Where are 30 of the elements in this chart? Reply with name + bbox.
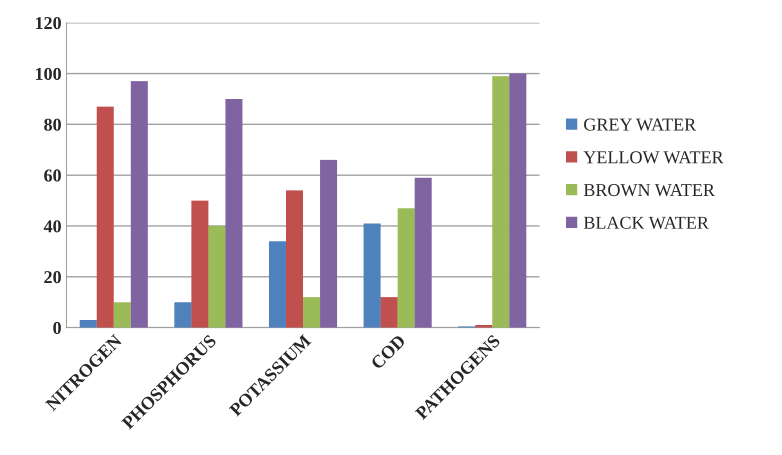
y-tick-label: 20	[44, 271, 61, 284]
legend-label: YELLOW WATER	[584, 151, 724, 164]
bar	[114, 302, 131, 328]
bar	[492, 76, 510, 328]
y-tick-label: 60	[44, 169, 61, 182]
bar	[174, 302, 192, 328]
bar	[475, 325, 492, 328]
bar	[208, 226, 226, 328]
bar	[380, 297, 398, 328]
bar	[286, 190, 304, 328]
bar	[225, 98, 242, 328]
y-tick-label: 100	[36, 68, 61, 80]
y-tick-label: 80	[44, 118, 61, 131]
bar	[398, 208, 415, 328]
bar	[320, 160, 338, 328]
bar	[364, 223, 381, 328]
bar	[96, 106, 114, 328]
legend-label: BROWN WATER	[584, 184, 715, 196]
bar	[509, 74, 526, 328]
bar	[80, 320, 97, 328]
legend-label: BLACK WATER	[584, 216, 709, 229]
bar	[191, 200, 208, 328]
y-tick-label: 0	[53, 322, 61, 334]
bar	[414, 178, 432, 328]
y-tick-label: 40	[44, 220, 61, 232]
bar	[130, 81, 148, 328]
y-tick-label: 120	[36, 17, 61, 30]
legend-label: GREY WATER	[584, 118, 696, 131]
bar	[268, 241, 286, 328]
bar	[303, 297, 320, 328]
